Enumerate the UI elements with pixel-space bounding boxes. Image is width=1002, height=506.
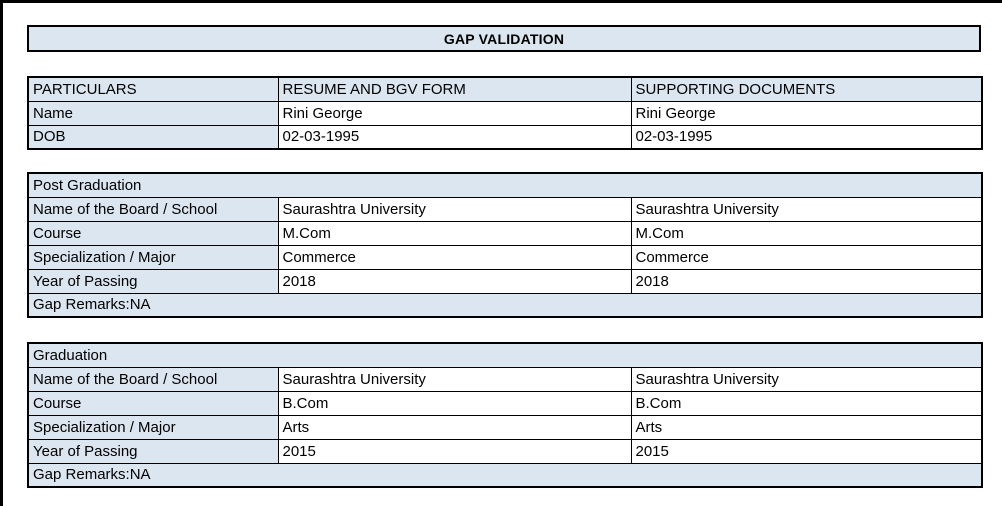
gap-remarks-row: Gap Remarks:NA [27, 292, 983, 318]
table-row: Name Rini George Rini George [27, 100, 983, 126]
post-graduation-table: Post Graduation Name of the Board / Scho… [27, 172, 983, 318]
supporting-value-name: Rini George [630, 100, 983, 126]
table-row: Specialization / Major Commerce Commerce [27, 244, 983, 270]
supporting-value-board: Saurashtra University [630, 196, 983, 222]
row-label-year: Year of Passing [27, 268, 279, 294]
col-header-resume: RESUME AND BGV FORM [277, 76, 632, 102]
supporting-value-course: M.Com [630, 220, 983, 246]
row-label-board: Name of the Board / School [27, 366, 279, 392]
row-label-course: Course [27, 220, 279, 246]
resume-value-specialization: Commerce [277, 244, 632, 270]
resume-value-year: 2018 [277, 268, 632, 294]
resume-value-specialization: Arts [277, 414, 632, 440]
row-label-specialization: Specialization / Major [27, 414, 279, 440]
resume-value-name: Rini George [277, 100, 632, 126]
gap-remarks-post-graduation: Gap Remarks:NA [27, 292, 983, 318]
supporting-value-course: B.Com [630, 390, 983, 416]
row-label-course: Course [27, 390, 279, 416]
supporting-value-dob: 02-03-1995 [630, 124, 983, 150]
table-row: Specialization / Major Arts Arts [27, 414, 983, 440]
supporting-value-year: 2015 [630, 438, 983, 464]
page-content: GAP VALIDATION PARTICULARS RESUME AND BG… [3, 3, 1002, 488]
summary-table: PARTICULARS RESUME AND BGV FORM SUPPORTI… [27, 76, 983, 150]
supporting-value-specialization: Commerce [630, 244, 983, 270]
graduation-table: Graduation Name of the Board / School Sa… [27, 342, 984, 488]
gap-remarks-row: Gap Remarks:NA [27, 462, 983, 488]
resume-value-board: Saurashtra University [277, 196, 632, 222]
table-row: Course M.Com M.Com [27, 220, 983, 246]
section-header-row: Graduation [27, 342, 983, 368]
supporting-value-year: 2018 [630, 268, 983, 294]
section-header-row: Post Graduation [27, 172, 983, 198]
col-header-supporting: SUPPORTING DOCUMENTS [630, 76, 983, 102]
section-title-post-graduation: Post Graduation [27, 172, 983, 198]
table-row: Name of the Board / School Saurashtra Un… [27, 366, 983, 392]
resume-value-course: B.Com [277, 390, 632, 416]
row-label-year: Year of Passing [27, 438, 279, 464]
row-label-dob: DOB [27, 124, 279, 150]
resume-value-course: M.Com [277, 220, 632, 246]
row-label-name: Name [27, 100, 279, 126]
document-title-banner: GAP VALIDATION [27, 25, 981, 52]
supporting-value-board: Saurashtra University [630, 366, 983, 392]
table-row: Year of Passing 2018 2018 [27, 268, 983, 294]
document-title: GAP VALIDATION [443, 30, 565, 47]
resume-value-dob: 02-03-1995 [277, 124, 632, 150]
col-header-particulars: PARTICULARS [27, 76, 279, 102]
summary-header-row: PARTICULARS RESUME AND BGV FORM SUPPORTI… [27, 76, 983, 102]
gap-remarks-graduation: Gap Remarks:NA [27, 462, 983, 488]
row-label-board: Name of the Board / School [27, 196, 279, 222]
supporting-value-specialization: Arts [630, 414, 983, 440]
resume-value-board: Saurashtra University [277, 366, 632, 392]
table-row: DOB 02-03-1995 02-03-1995 [27, 124, 983, 150]
table-row: Year of Passing 2015 2015 [27, 438, 983, 464]
section-title-graduation: Graduation [27, 342, 983, 368]
row-label-specialization: Specialization / Major [27, 244, 279, 270]
table-row: Name of the Board / School Saurashtra Un… [27, 196, 983, 222]
resume-value-year: 2015 [277, 438, 632, 464]
table-row: Course B.Com B.Com [27, 390, 983, 416]
